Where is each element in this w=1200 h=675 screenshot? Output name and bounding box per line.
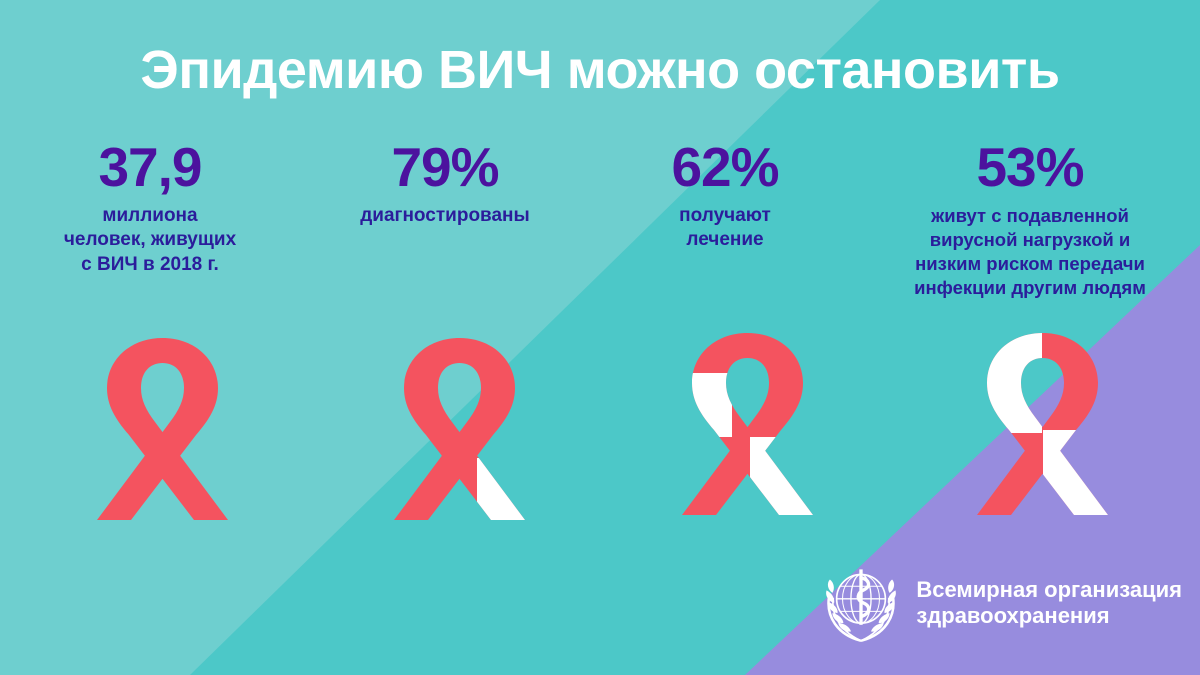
stat-value: 53%	[976, 136, 1084, 198]
stat-label: получают лечение	[679, 205, 771, 251]
stats-row: 37,9 миллиона человек, живущих с ВИЧ в 201…	[0, 140, 1200, 300]
stat-block-4: 53% живут с подавленной вирусной нагрузко…	[860, 140, 1200, 300]
stat-label: диагностированы	[360, 205, 530, 226]
who-emblem-icon	[819, 561, 903, 645]
who-logo: Всемирная организация здравоохранения	[819, 561, 1182, 645]
ribbons-row	[0, 325, 1200, 540]
stat-block-2: 79% диагностированы	[300, 140, 590, 228]
stat-value: 62%	[671, 136, 779, 198]
stat-value: 79%	[391, 136, 499, 198]
stat-block-1: 37,9 миллиона человек, живущих с ВИЧ в 201…	[0, 140, 300, 277]
stat-value: 37,9	[98, 136, 202, 198]
stat-label: миллиона человек, живущих с ВИЧ в 2018 г.	[63, 205, 237, 275]
awareness-ribbon-icon-4	[955, 325, 1130, 540]
who-organization-name: Всемирная организация здравоохранения	[916, 577, 1182, 628]
awareness-ribbon-icon-1	[75, 330, 250, 545]
awareness-ribbon-icon-3	[660, 325, 835, 540]
awareness-ribbon-icon-2	[372, 330, 547, 545]
page-title: Эпидемию ВИЧ можно остановить	[140, 40, 1060, 100]
stat-block-3: 62% получают лечение	[590, 140, 860, 253]
